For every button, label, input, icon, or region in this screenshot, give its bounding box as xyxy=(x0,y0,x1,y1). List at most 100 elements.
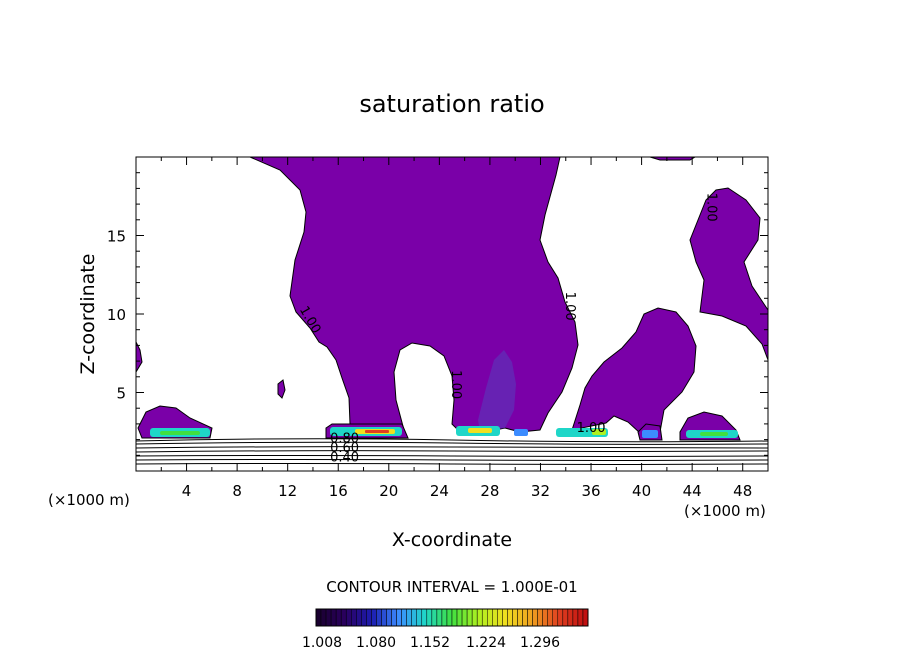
colorbar-cell xyxy=(376,608,382,627)
colorbar-cell xyxy=(416,608,423,627)
colorbar-cell xyxy=(517,608,523,627)
x-tick-label: 28 xyxy=(480,482,499,500)
inner-core-shading xyxy=(478,350,516,432)
colorbar-tick-label: 1.008 xyxy=(302,635,342,651)
patch-left-core xyxy=(160,431,200,435)
colorbar-cell xyxy=(330,608,337,627)
colorbar-cell xyxy=(315,608,322,627)
patch-center-small xyxy=(514,429,528,436)
x-axis-label: X-coordinate xyxy=(392,529,512,551)
contour-label: 1.00 xyxy=(562,292,577,321)
colorbar-cell xyxy=(426,608,433,627)
colorbar xyxy=(315,608,589,627)
colorbar-cell xyxy=(351,608,357,627)
y-tick-label: 5 xyxy=(116,385,126,403)
colorbar-cell xyxy=(492,608,498,627)
chart-title: saturation ratio xyxy=(359,90,544,118)
colorbar-cell xyxy=(436,608,443,627)
central-cloud-column xyxy=(249,157,579,433)
left-edge-cloud xyxy=(136,341,143,373)
colorbar-cell xyxy=(481,608,488,627)
x-tick-label: 4 xyxy=(182,482,192,500)
colorbar-cell xyxy=(396,608,402,627)
contour-interval-text: CONTOUR INTERVAL = 1.000E-01 xyxy=(326,578,577,596)
x-tick-label: 12 xyxy=(278,482,297,500)
y-axis-ticks: 5 10 15 xyxy=(107,172,768,456)
colorbar-cell xyxy=(577,608,584,627)
x-tick-label: 36 xyxy=(581,482,600,500)
colorbar-cell xyxy=(572,608,579,627)
right-cloud-column xyxy=(571,307,697,439)
colorbar-cell xyxy=(527,608,533,627)
contour-labels: 1.001.001.001.001.000.800.600.40 xyxy=(296,193,718,466)
y-tick-label: 15 xyxy=(107,228,126,246)
colorbar-cell xyxy=(532,608,538,627)
x-unit-label-right: (×1000 m) xyxy=(684,502,766,520)
colorbar-cell xyxy=(386,608,392,627)
colorbar-tick-label: 1.224 xyxy=(466,635,506,651)
colorbar-cell xyxy=(335,608,342,627)
contour-label: 0.80 xyxy=(330,432,359,447)
subsaturation-contours xyxy=(136,438,768,465)
x-unit-label-left: (×1000 m) xyxy=(48,491,130,509)
colorbar-cell xyxy=(567,608,574,627)
colorbar-cell xyxy=(411,608,417,627)
x-tick-label: 48 xyxy=(733,482,752,500)
contour-label: 0.60 xyxy=(330,441,359,456)
far-right-cloud xyxy=(689,187,768,361)
high-saturation-patches xyxy=(150,426,738,438)
colorbar-frame xyxy=(315,608,589,627)
colorbar-cell xyxy=(461,608,468,627)
colorbar-cell xyxy=(340,608,347,627)
small-cloud-patch xyxy=(277,379,286,399)
colorbar-cell xyxy=(345,608,352,627)
colorbar-cell xyxy=(542,608,548,627)
colorbar-cell xyxy=(497,608,503,627)
colorbar-tick-label: 1.080 xyxy=(356,635,396,651)
colorbar-tick-labels: 1.008 1.080 1.152 1.224 1.296 xyxy=(302,635,560,651)
colorbar-cell xyxy=(562,608,569,627)
patch-far-right-core xyxy=(700,432,728,436)
contour-label: 1.00 xyxy=(448,370,463,399)
colorbar-cell xyxy=(361,608,367,627)
patch-right-core xyxy=(592,429,606,435)
colorbar-cell xyxy=(431,608,438,627)
colorbar-cell xyxy=(451,608,458,627)
colorbar-cell xyxy=(371,608,377,627)
x-tick-label: 24 xyxy=(430,482,449,500)
colorbar-tick-label: 1.296 xyxy=(520,635,560,651)
x-tick-label: 8 xyxy=(232,482,242,500)
contour-label: 0.40 xyxy=(330,451,359,466)
colorbar-cell xyxy=(487,608,493,627)
colorbar-cell xyxy=(325,608,332,627)
colorbar-cell xyxy=(391,608,397,627)
x-axis-ticks: 4 8 12 16 20 24 28 32 36 40 44 48 xyxy=(160,157,752,500)
colorbar-cell xyxy=(512,608,518,627)
colorbar-cell xyxy=(320,608,327,627)
colorbar-cell xyxy=(366,608,372,627)
colorbar-tick-label: 1.152 xyxy=(410,635,450,651)
colorbar-cell xyxy=(421,608,428,627)
x-tick-label: 32 xyxy=(531,482,550,500)
contour-label: 1.00 xyxy=(577,421,606,436)
contour-label: 1.00 xyxy=(703,193,718,222)
patch-center-core xyxy=(468,428,492,433)
colorbar-cell xyxy=(522,608,528,627)
x-tick-label: 40 xyxy=(632,482,651,500)
colorbar-cell xyxy=(476,608,483,627)
colorbar-cell xyxy=(557,608,564,627)
colorbar-cell xyxy=(356,608,362,627)
colorbar-cell xyxy=(401,608,407,627)
x-tick-label: 16 xyxy=(329,482,348,500)
colorbar-cell xyxy=(446,608,453,627)
colorbar-cell xyxy=(547,608,553,627)
x-tick-label: 44 xyxy=(683,482,702,500)
patch-mid-hot xyxy=(365,430,389,433)
colorbar-cell xyxy=(441,608,448,627)
colorbar-cell xyxy=(582,608,589,627)
x-tick-label: 20 xyxy=(379,482,398,500)
colorbar-cell xyxy=(471,608,478,627)
colorbar-cell xyxy=(406,608,412,627)
plot-area xyxy=(136,157,768,465)
